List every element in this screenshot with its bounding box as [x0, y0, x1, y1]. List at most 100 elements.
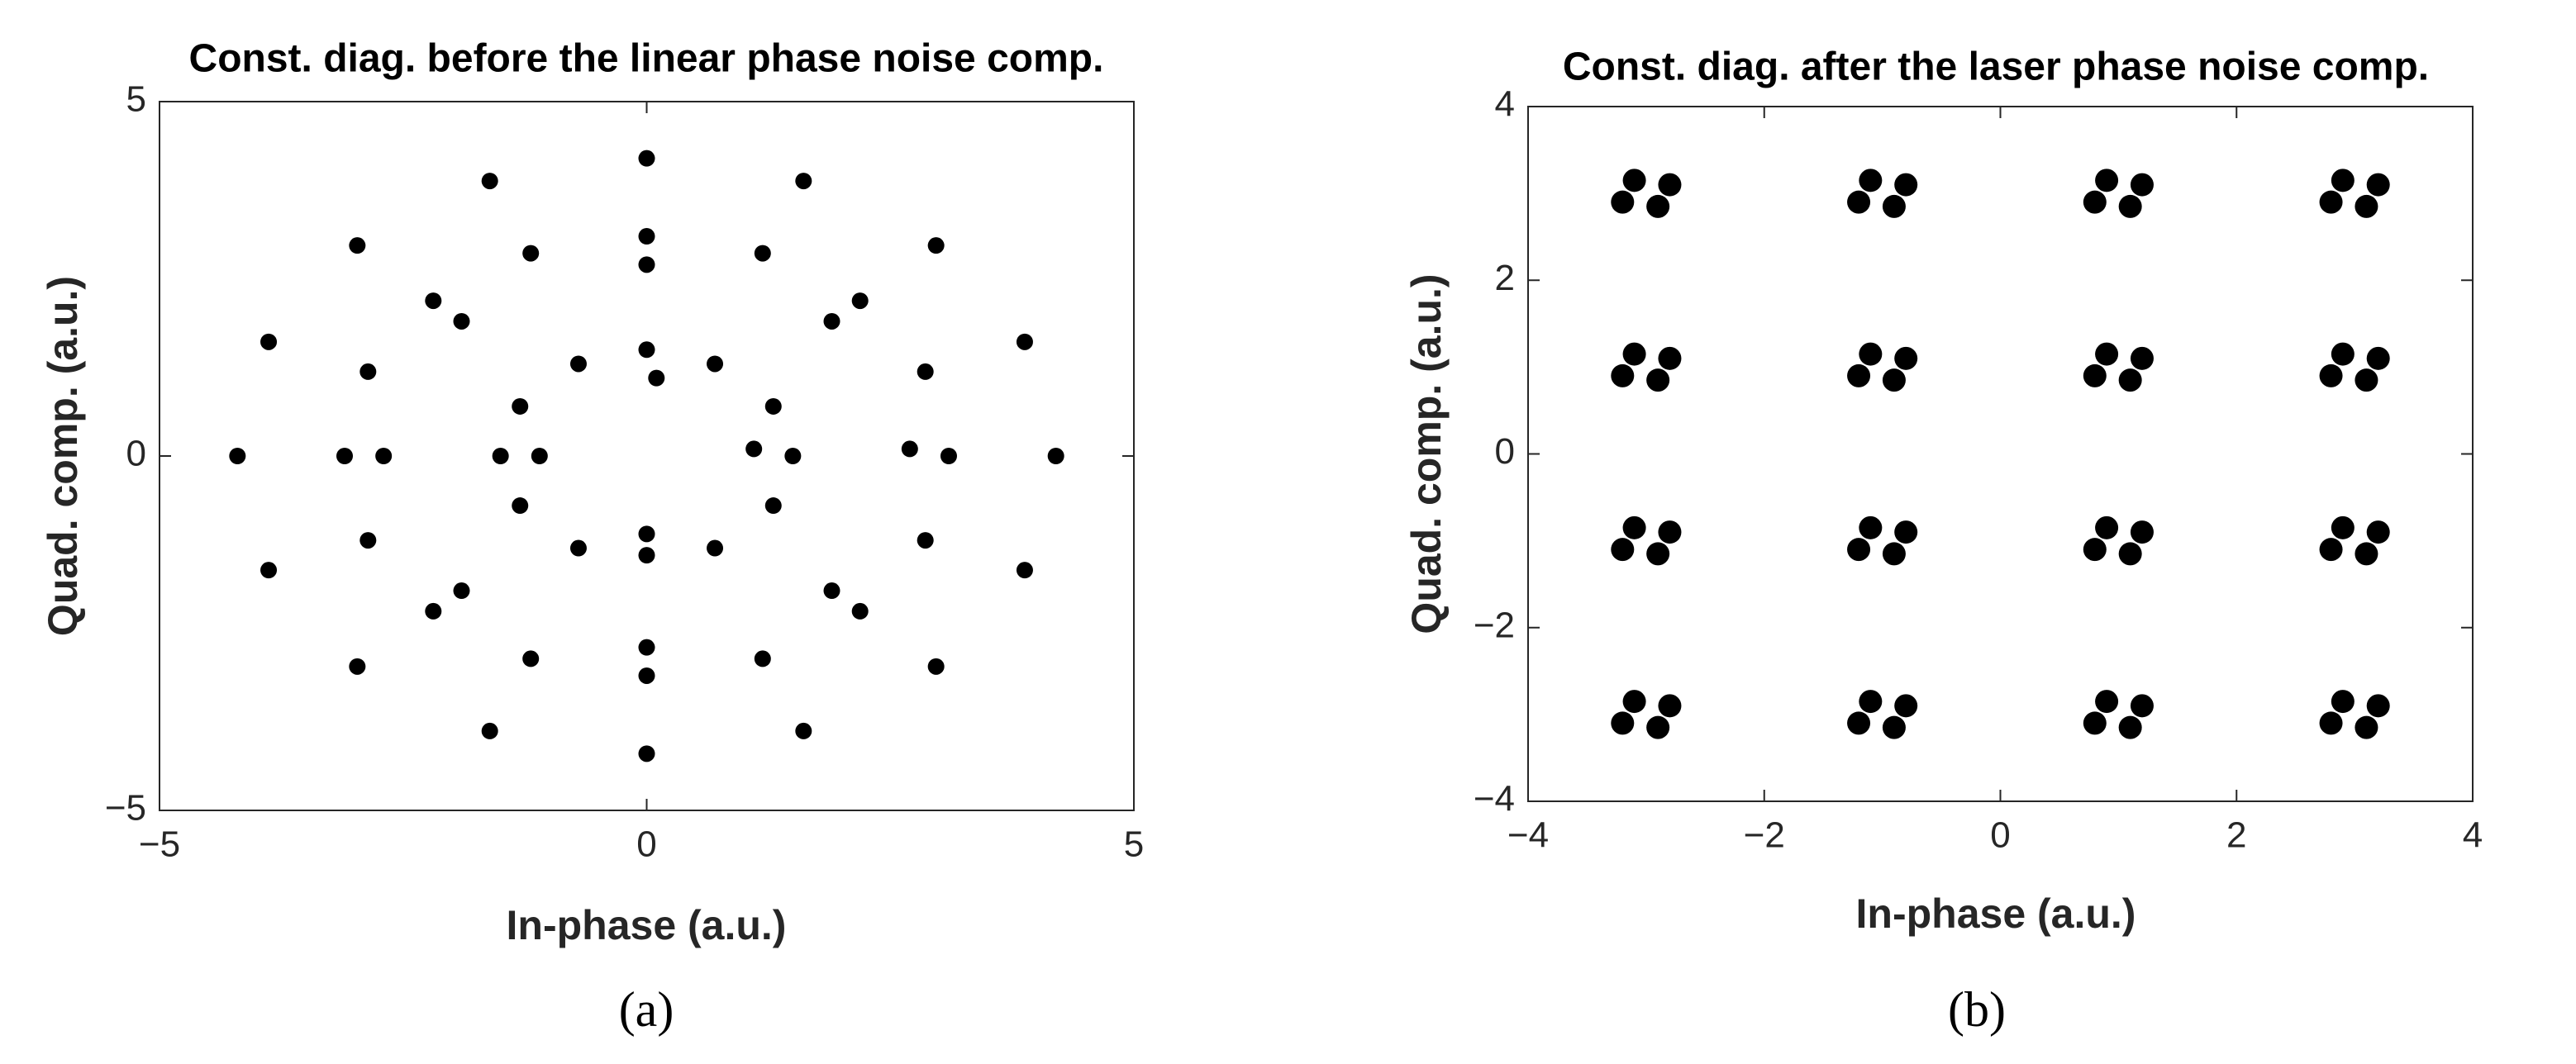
- scatter-point: [1622, 169, 1646, 192]
- scatter-point: [1658, 346, 1682, 370]
- scatter-point: [1646, 715, 1670, 739]
- x-tick-label: 2: [2226, 815, 2246, 856]
- x-tick-label: 0: [1990, 815, 2010, 856]
- x-tick-label: −5: [139, 824, 180, 865]
- scatter-point: [784, 448, 802, 464]
- scatter-point: [1847, 190, 1871, 214]
- scatter-point: [2355, 194, 2378, 218]
- scatter-point: [2366, 694, 2390, 718]
- scatter-point: [453, 582, 470, 600]
- x-tick-label: −4: [1507, 815, 1549, 856]
- scatter-point: [1882, 542, 1906, 566]
- scatter-point: [851, 292, 869, 310]
- scatter-point: [1882, 194, 1906, 218]
- scatter-point: [1847, 711, 1871, 735]
- scatter-point: [927, 658, 945, 675]
- scatter-point: [1646, 368, 1670, 392]
- scatter-point: [638, 256, 655, 273]
- scatter-point: [2118, 542, 2142, 566]
- y-tick-label: −4: [1474, 779, 1515, 819]
- scatter-point: [1611, 711, 1635, 735]
- scatter-point: [349, 658, 366, 675]
- scatter-point: [1611, 363, 1635, 387]
- scatter-point: [1658, 694, 1682, 718]
- scatter-point: [1047, 448, 1064, 464]
- scatter-point: [1894, 520, 1918, 544]
- scatter-point: [2118, 368, 2142, 392]
- scatter-point: [638, 745, 655, 762]
- plot-area: [1527, 106, 2474, 802]
- scatter-point: [1859, 342, 1883, 366]
- scatter-point: [1859, 515, 1883, 539]
- scatter-point: [795, 722, 812, 739]
- scatter-point: [823, 582, 840, 600]
- scatter-point: [648, 369, 665, 387]
- x-tick-label: −2: [1744, 815, 1785, 856]
- scatter-point: [2355, 542, 2378, 566]
- scatter-point: [1894, 346, 1918, 370]
- scatter-point: [2366, 520, 2390, 544]
- scatter-point: [1658, 173, 1682, 197]
- y-tick-label: 5: [126, 79, 146, 120]
- scatter-point: [638, 150, 655, 167]
- scatter-point: [764, 497, 782, 515]
- scatter-point: [1882, 715, 1906, 739]
- scatter-point: [260, 333, 278, 350]
- x-tick-label: 0: [636, 824, 656, 865]
- scatter-point: [745, 440, 763, 458]
- scatter-point: [917, 363, 934, 380]
- scatter-point: [2319, 711, 2343, 735]
- scatter-point: [2355, 715, 2378, 739]
- scatter-point: [1894, 694, 1918, 718]
- scatter-point: [2366, 173, 2390, 197]
- scatter-point: [1847, 538, 1871, 562]
- scatter-point: [492, 448, 509, 464]
- scatter-point: [795, 173, 812, 190]
- scatter-point: [2095, 690, 2119, 714]
- scatter-point: [927, 237, 945, 254]
- y-tick-label: 2: [1495, 258, 1515, 298]
- x-tick-label: 4: [2463, 815, 2483, 856]
- scatter-point: [2118, 715, 2142, 739]
- scatter-point: [349, 237, 366, 254]
- scatter-point: [638, 341, 655, 359]
- scatter-point: [638, 667, 655, 684]
- scatter-point: [2331, 690, 2355, 714]
- scatter-point: [2095, 342, 2119, 366]
- scatter-point: [425, 292, 442, 310]
- y-tick-label: 0: [1495, 431, 1515, 472]
- scatter-point: [359, 532, 377, 549]
- scatter-point: [2319, 363, 2343, 387]
- scatter-point: [2355, 368, 2378, 392]
- scatter-point: [638, 525, 655, 543]
- scatter-point: [638, 228, 655, 245]
- scatter-point: [425, 602, 442, 620]
- scatter-point: [359, 363, 377, 380]
- scatter-point: [1847, 363, 1871, 387]
- scatter-point: [522, 245, 540, 262]
- scatter-point: [336, 448, 354, 464]
- scatter-point: [2319, 538, 2343, 562]
- scatter-point: [1859, 690, 1883, 714]
- scatter-point: [764, 397, 782, 415]
- scatter-point: [260, 562, 278, 579]
- scatter-point: [481, 173, 498, 190]
- scatter-point: [1894, 173, 1918, 197]
- plot-area: [159, 101, 1135, 811]
- scatter-point: [707, 539, 724, 557]
- scatter-point: [2130, 173, 2154, 197]
- scatter-point: [901, 440, 918, 458]
- scatter-point: [1622, 690, 1646, 714]
- panel-label: (b): [1948, 982, 2006, 1037]
- scatter-point: [2331, 515, 2355, 539]
- scatter-point: [569, 355, 587, 373]
- panel-label: (a): [619, 982, 674, 1037]
- scatter-point: [1622, 515, 1646, 539]
- y-tick-label: −2: [1474, 605, 1515, 645]
- scatter-point: [2319, 190, 2343, 214]
- scatter-point: [2130, 346, 2154, 370]
- scatter-point: [375, 448, 393, 464]
- scatter-point: [638, 639, 655, 656]
- x-tick-label: 5: [1124, 824, 1144, 865]
- scatter-point: [2083, 711, 2107, 735]
